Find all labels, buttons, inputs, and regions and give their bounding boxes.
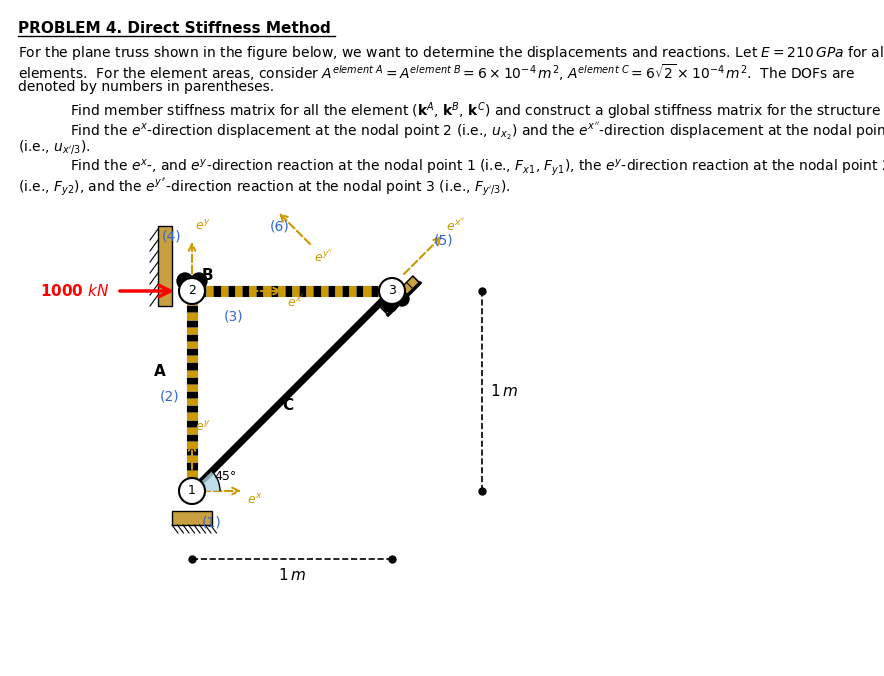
Wedge shape <box>192 471 220 491</box>
Text: For the plane truss shown in the figure below, we want to determine the displace: For the plane truss shown in the figure … <box>18 44 884 62</box>
Text: $e^x$: $e^x$ <box>247 493 263 507</box>
Text: 3: 3 <box>388 285 396 297</box>
Text: (5): (5) <box>434 234 453 248</box>
Text: $e^{x'}$: $e^{x'}$ <box>287 294 304 310</box>
Circle shape <box>179 478 205 504</box>
Bar <box>172 511 212 525</box>
Text: C: C <box>282 398 293 414</box>
Text: denoted by numbers in parentheses.: denoted by numbers in parentheses. <box>18 80 274 94</box>
Text: $e^y$: $e^y$ <box>195 420 210 434</box>
Text: Find the $e^{x}$-direction displacement at the nodal point 2 (i.e., $u_{x_2}$) a: Find the $e^{x}$-direction displacement … <box>70 120 884 141</box>
Text: $e^{y''}$: $e^{y''}$ <box>314 249 333 265</box>
Text: PROBLEM 4. Direct Stiffness Method: PROBLEM 4. Direct Stiffness Method <box>18 21 331 36</box>
Text: (6): (6) <box>270 219 290 233</box>
Text: 2: 2 <box>188 285 196 297</box>
Circle shape <box>379 278 405 304</box>
Text: (1): (1) <box>202 516 222 530</box>
Text: $1\,m$: $1\,m$ <box>490 383 518 399</box>
Text: A: A <box>154 364 166 379</box>
Text: (3): (3) <box>224 309 244 323</box>
Text: $e^y$: $e^y$ <box>195 219 210 233</box>
Circle shape <box>395 292 409 306</box>
Bar <box>158 226 172 306</box>
Text: (4): (4) <box>162 229 181 243</box>
Circle shape <box>383 298 397 312</box>
Text: Find member stiffness matrix for all the element ($\mathbf{k}^A$, $\mathbf{k}^B$: Find member stiffness matrix for all the… <box>70 100 884 122</box>
Text: $e^{x''}$: $e^{x''}$ <box>446 218 465 234</box>
Text: elements.  For the element areas, consider $A^{element\ A} = A^{element\ B} = 6 : elements. For the element areas, conside… <box>18 62 856 83</box>
Text: B: B <box>202 268 214 283</box>
Text: 45°: 45° <box>214 470 236 483</box>
Text: (i.e., $F_{y2}$), and the $e^{y''}$-direction reaction at the nodal point 3 (i.e: (i.e., $F_{y2}$), and the $e^{y''}$-dire… <box>18 176 511 198</box>
Circle shape <box>191 273 207 289</box>
Text: Find the $e^{x}$-, and $e^{y}$-direction reaction at the nodal point 1 (i.e., $F: Find the $e^{x}$-, and $e^{y}$-direction… <box>70 158 884 178</box>
Text: (i.e., $u_{x'/3}$).: (i.e., $u_{x'/3}$). <box>18 138 91 156</box>
Polygon shape <box>381 276 420 315</box>
Circle shape <box>177 273 193 289</box>
Circle shape <box>179 278 205 304</box>
Text: 1000 $kN$: 1000 $kN$ <box>41 283 110 299</box>
Text: (2): (2) <box>160 389 179 403</box>
Text: 1: 1 <box>188 485 196 498</box>
Text: $1\,m$: $1\,m$ <box>278 567 306 583</box>
